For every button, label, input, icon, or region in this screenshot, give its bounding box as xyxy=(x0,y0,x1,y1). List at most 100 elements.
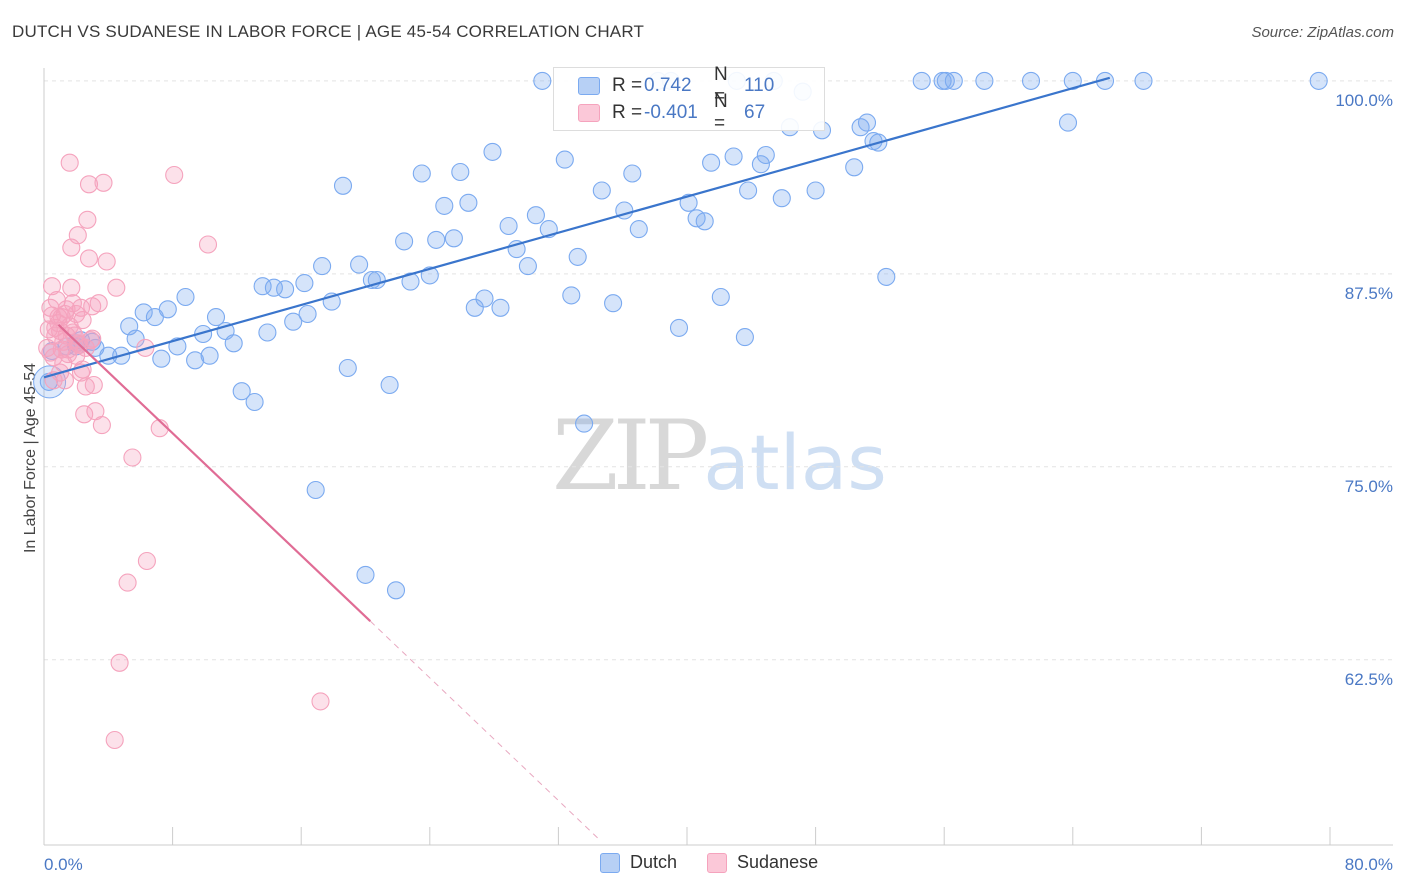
data-point-dutch xyxy=(295,274,314,293)
series-dutch-points xyxy=(33,71,1328,600)
data-point-sudanese xyxy=(118,573,137,592)
data-point-dutch xyxy=(356,565,375,584)
data-point-dutch xyxy=(253,277,272,296)
data-point-dutch xyxy=(756,145,775,165)
data-point-dutch xyxy=(499,216,518,236)
data-point-dutch xyxy=(695,212,714,231)
data-point-sudanese xyxy=(73,360,92,379)
data-point-sudanese xyxy=(311,692,330,711)
legend-row-sudanese: R = -0.401 N = 67 xyxy=(578,91,766,134)
data-point-sudanese xyxy=(97,252,116,271)
data-point-dutch xyxy=(1309,71,1328,90)
data-point-dutch xyxy=(200,346,219,365)
watermark: ZIPatlas xyxy=(552,400,887,512)
data-point-dutch xyxy=(623,164,642,183)
data-point-dutch xyxy=(276,280,295,299)
data-point-dutch xyxy=(604,294,623,313)
data-point-dutch xyxy=(158,300,177,319)
legend-n-value: 67 xyxy=(744,102,766,123)
data-point-dutch xyxy=(395,232,414,251)
data-point-dutch xyxy=(134,303,153,322)
data-point-sudanese xyxy=(75,405,94,424)
data-point-dutch xyxy=(1134,71,1153,90)
legend-n-label: N = xyxy=(714,64,728,107)
data-point-dutch xyxy=(264,278,283,297)
data-point-dutch xyxy=(380,375,399,395)
data-point-dutch xyxy=(562,286,581,305)
data-point-sudanese xyxy=(84,375,103,395)
data-point-dutch xyxy=(126,329,145,348)
stats-legend: R = 0.742 N = 110 R = -0.401 N = 67 xyxy=(553,64,825,134)
data-point-dutch xyxy=(568,247,587,266)
data-point-dutch xyxy=(526,206,545,225)
data-point-dutch xyxy=(724,147,743,166)
y-tick-label: 75.0% xyxy=(1345,477,1393,496)
data-point-dutch xyxy=(857,113,877,132)
data-point-sudanese xyxy=(73,311,92,330)
data-point-sudanese xyxy=(57,300,76,319)
data-point-dutch xyxy=(1063,71,1082,90)
data-point-sudanese xyxy=(94,173,113,192)
data-point-dutch xyxy=(245,392,264,412)
data-point-sudanese xyxy=(137,551,156,571)
data-point-dutch xyxy=(669,318,689,337)
trend-line-sudanese xyxy=(57,323,372,622)
legend-n-label: N = xyxy=(714,91,728,134)
data-point-dutch xyxy=(459,193,478,212)
legend-n-value: 110 xyxy=(744,75,775,96)
data-point-dutch xyxy=(912,71,931,90)
legend-swatch-dutch xyxy=(578,77,600,95)
y-tick-label: 100.0% xyxy=(1335,91,1393,110)
data-point-dutch xyxy=(186,351,205,370)
data-point-dutch xyxy=(735,328,754,347)
watermark-zip: ZIP xyxy=(552,400,709,512)
data-point-dutch xyxy=(592,181,611,200)
source-label: Source: ZipAtlas.com xyxy=(1251,24,1394,41)
data-point-dutch xyxy=(877,267,896,286)
legend-label-sudanese: Sudanese xyxy=(737,852,819,872)
legend-r-label: R = xyxy=(612,75,643,96)
data-point-dutch xyxy=(152,349,171,368)
legend-item-dutch[interactable]: Dutch xyxy=(600,852,677,873)
data-point-sudanese xyxy=(79,249,99,268)
axes xyxy=(43,68,1393,846)
data-point-sudanese xyxy=(110,653,129,672)
data-point-sudanese xyxy=(79,175,99,194)
data-point-dutch xyxy=(386,581,406,600)
data-point-dutch xyxy=(333,176,353,195)
data-point-dutch xyxy=(702,153,721,172)
data-point-dutch xyxy=(975,71,994,90)
data-point-dutch xyxy=(451,162,470,182)
data-point-dutch xyxy=(555,150,574,169)
data-point-sudanese xyxy=(41,343,60,362)
data-point-dutch xyxy=(533,71,552,90)
data-point-dutch xyxy=(711,287,730,307)
data-point-dutch xyxy=(465,298,484,317)
legend-r-value: -0.401 xyxy=(644,102,698,123)
data-point-dutch xyxy=(206,308,226,327)
data-point-sudanese xyxy=(62,278,81,297)
data-point-dutch xyxy=(575,414,594,433)
data-point-dutch xyxy=(350,255,369,274)
data-point-dutch xyxy=(1021,71,1041,90)
data-point-dutch xyxy=(224,334,243,353)
legend-swatch-dutch xyxy=(600,852,620,873)
data-point-sudanese xyxy=(68,226,87,245)
data-point-sudanese xyxy=(89,294,108,313)
data-point-dutch xyxy=(936,71,955,90)
data-point-dutch xyxy=(739,181,758,200)
data-point-sudanese xyxy=(107,278,126,297)
data-point-dutch xyxy=(444,229,463,248)
x-tick-labels: 0.0% 80.0% xyxy=(44,855,1393,874)
data-point-dutch xyxy=(435,196,454,215)
data-point-sudanese xyxy=(46,318,65,337)
data-point-dutch xyxy=(306,480,325,500)
data-point-dutch xyxy=(176,287,195,307)
y-tick-labels: 100.0% 87.5% 75.0% 62.5% xyxy=(1335,91,1393,689)
legend-item-sudanese[interactable]: Sudanese xyxy=(707,852,818,873)
data-point-dutch xyxy=(806,181,825,200)
trend-line-sudanese-extension xyxy=(369,620,601,841)
data-point-dutch xyxy=(258,323,277,342)
data-point-dutch xyxy=(851,118,870,137)
